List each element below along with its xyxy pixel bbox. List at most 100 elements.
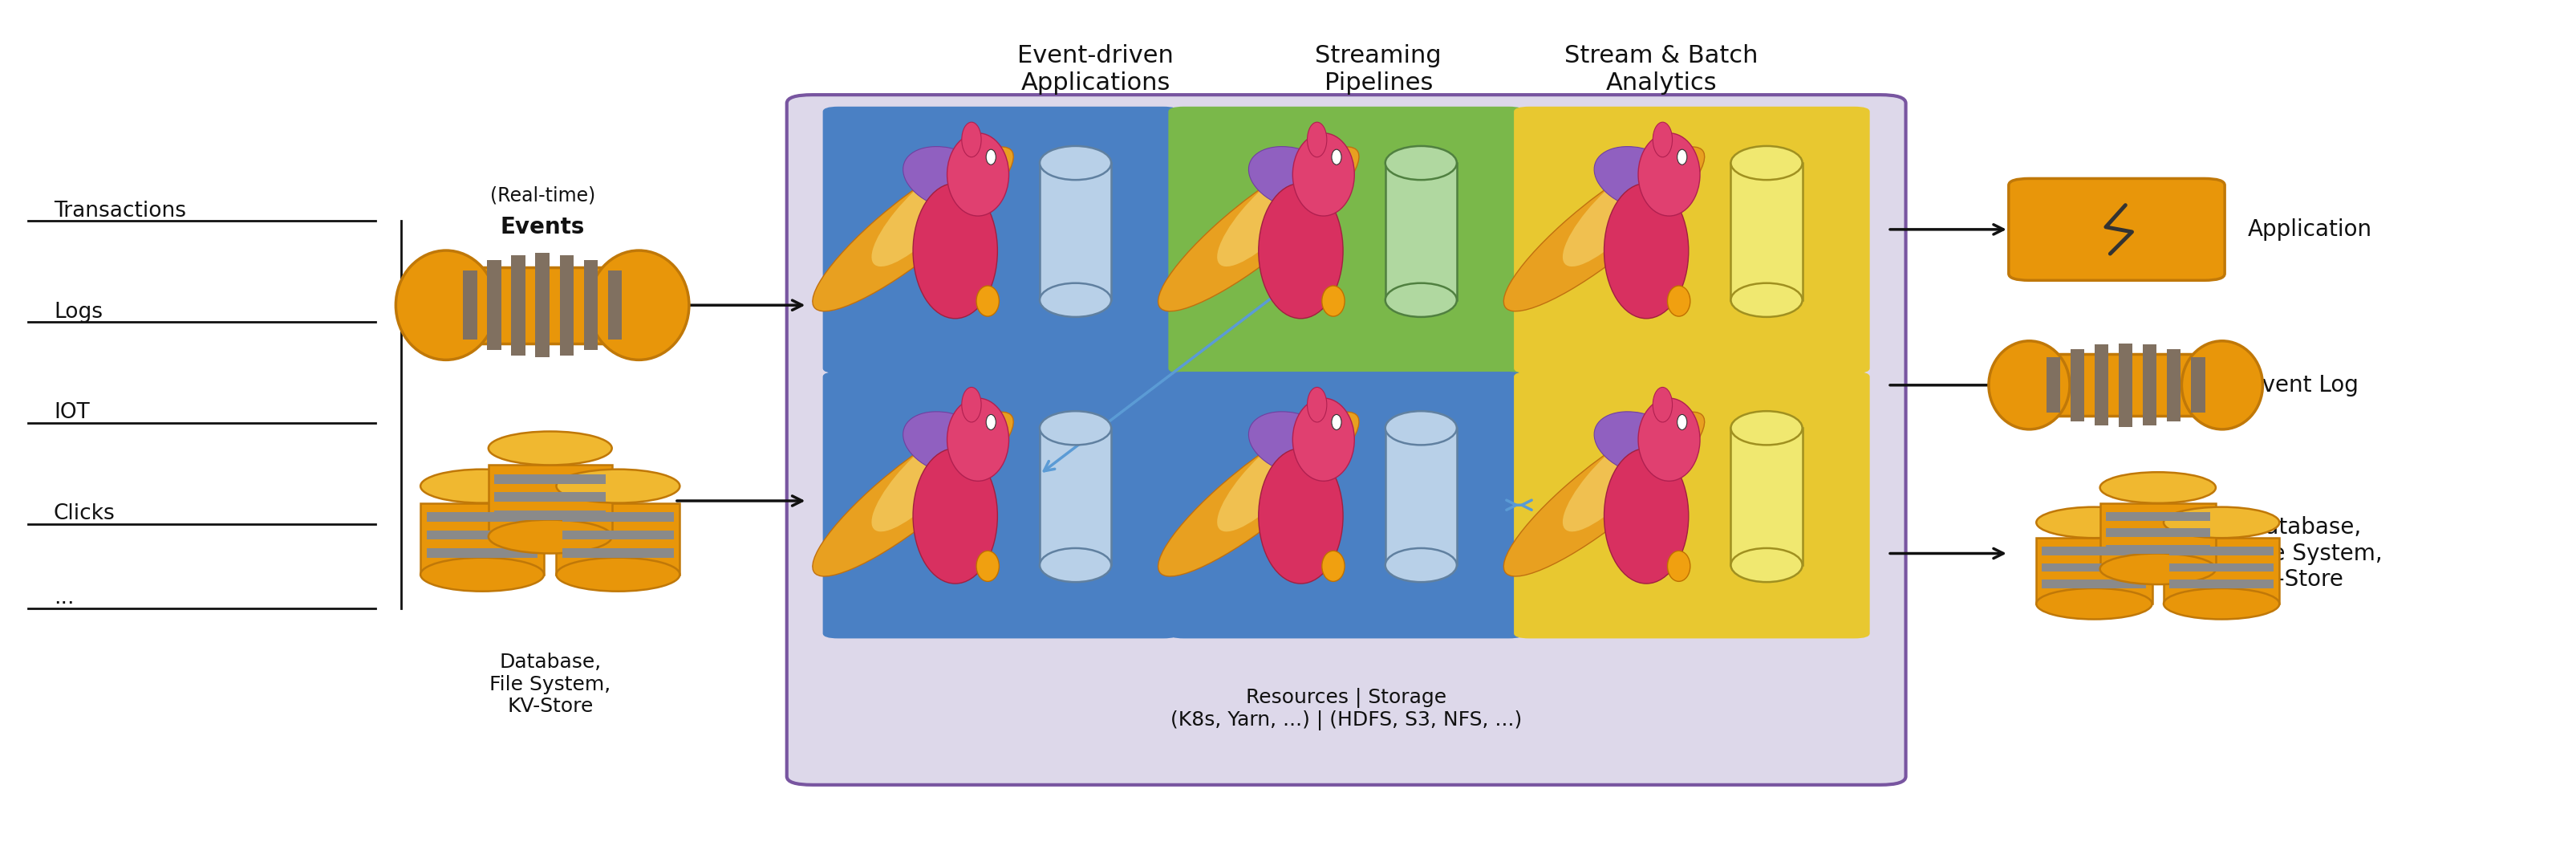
Bar — [420, 503, 544, 574]
Bar — [562, 548, 672, 558]
Bar — [2094, 344, 2107, 426]
Ellipse shape — [1038, 146, 1110, 180]
Ellipse shape — [2164, 588, 2280, 619]
Ellipse shape — [1157, 147, 1358, 311]
FancyBboxPatch shape — [786, 95, 1906, 785]
Text: ...: ... — [54, 588, 75, 608]
Text: Database,
File System,
KV-Store: Database, File System, KV-Store — [2246, 516, 2383, 591]
Bar — [2169, 563, 2272, 572]
Ellipse shape — [1731, 146, 1801, 180]
Ellipse shape — [987, 415, 994, 430]
Ellipse shape — [1561, 161, 1664, 266]
Bar — [2166, 349, 2179, 421]
Ellipse shape — [1249, 412, 1342, 476]
Ellipse shape — [420, 558, 544, 591]
Ellipse shape — [912, 184, 997, 318]
Ellipse shape — [1595, 412, 1687, 476]
Ellipse shape — [1306, 387, 1327, 422]
Ellipse shape — [1677, 415, 1687, 430]
Ellipse shape — [1257, 448, 1342, 584]
Ellipse shape — [1504, 412, 1703, 576]
Ellipse shape — [1386, 411, 1455, 445]
Ellipse shape — [1989, 341, 2069, 429]
Ellipse shape — [1216, 426, 1319, 531]
Text: Event Log: Event Log — [2246, 374, 2357, 397]
Bar — [1386, 428, 1455, 565]
Ellipse shape — [1561, 426, 1664, 531]
FancyBboxPatch shape — [822, 107, 1177, 373]
Ellipse shape — [987, 150, 994, 165]
Ellipse shape — [1386, 283, 1455, 317]
Ellipse shape — [1651, 122, 1672, 157]
Ellipse shape — [976, 286, 999, 316]
Bar — [585, 261, 598, 350]
Ellipse shape — [1605, 184, 1687, 318]
Ellipse shape — [1293, 133, 1355, 216]
Ellipse shape — [556, 558, 680, 591]
Bar — [446, 266, 639, 343]
Text: Application: Application — [2246, 218, 2372, 240]
Ellipse shape — [2035, 507, 2151, 538]
Bar — [2105, 528, 2210, 537]
Ellipse shape — [2182, 341, 2262, 429]
Text: Events: Events — [500, 216, 585, 239]
FancyBboxPatch shape — [1167, 371, 1525, 639]
Ellipse shape — [902, 146, 997, 212]
Ellipse shape — [1038, 548, 1110, 582]
Bar — [1386, 163, 1455, 300]
Ellipse shape — [1731, 283, 1801, 317]
Ellipse shape — [1651, 387, 1672, 422]
Ellipse shape — [420, 470, 544, 503]
Bar — [2169, 547, 2272, 555]
Ellipse shape — [948, 133, 1010, 216]
Ellipse shape — [1667, 551, 1690, 581]
Bar — [1731, 428, 1801, 565]
Ellipse shape — [1216, 161, 1319, 266]
Ellipse shape — [1293, 398, 1355, 481]
Bar — [428, 548, 538, 558]
Bar — [2045, 357, 2061, 413]
Ellipse shape — [871, 161, 974, 266]
Bar — [1731, 163, 1801, 300]
Bar — [495, 492, 605, 502]
Bar — [2190, 357, 2205, 413]
Bar — [2071, 349, 2084, 421]
Ellipse shape — [811, 412, 1012, 576]
Text: Streaming
Pipelines: Streaming Pipelines — [1314, 44, 1440, 95]
FancyBboxPatch shape — [2009, 179, 2223, 280]
Bar — [2105, 512, 2210, 520]
Ellipse shape — [1332, 415, 1342, 430]
Bar — [536, 253, 549, 357]
Ellipse shape — [912, 448, 997, 584]
Bar — [487, 261, 500, 350]
Text: Clicks: Clicks — [54, 503, 116, 525]
Ellipse shape — [489, 431, 611, 465]
Text: Resources | Storage
(K8s, Yarn, ...) | (HDFS, S3, NFS, ...): Resources | Storage (K8s, Yarn, ...) | (… — [1170, 688, 1522, 731]
Text: Logs: Logs — [54, 301, 103, 322]
FancyBboxPatch shape — [1167, 107, 1525, 373]
Bar — [428, 513, 538, 522]
FancyBboxPatch shape — [1515, 371, 1870, 639]
Bar — [562, 530, 672, 540]
Ellipse shape — [587, 250, 688, 360]
Bar — [2040, 563, 2146, 572]
Ellipse shape — [556, 470, 680, 503]
Bar — [2040, 547, 2146, 555]
Bar — [2143, 344, 2156, 426]
Ellipse shape — [1677, 150, 1687, 165]
Ellipse shape — [2035, 588, 2151, 619]
Bar — [2169, 580, 2272, 588]
Ellipse shape — [948, 398, 1010, 481]
Ellipse shape — [1731, 411, 1801, 445]
Ellipse shape — [2099, 472, 2215, 503]
Bar — [2099, 503, 2215, 569]
Bar — [495, 510, 605, 519]
FancyBboxPatch shape — [822, 371, 1177, 639]
Bar — [559, 255, 574, 355]
Ellipse shape — [961, 387, 981, 422]
Bar — [464, 271, 477, 339]
Bar — [489, 465, 611, 536]
Ellipse shape — [1157, 412, 1358, 576]
Bar — [510, 255, 526, 355]
Bar — [556, 503, 680, 574]
